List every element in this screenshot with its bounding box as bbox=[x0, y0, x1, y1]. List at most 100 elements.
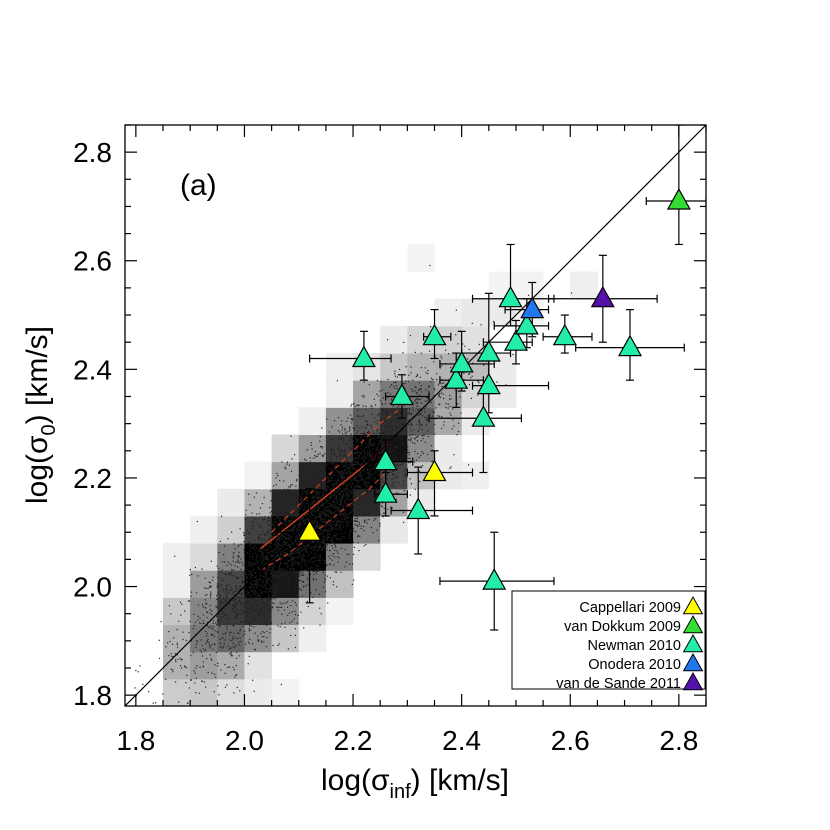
galaxy-dot bbox=[309, 541, 311, 543]
galaxy-dot bbox=[205, 630, 207, 632]
galaxy-dot bbox=[339, 501, 341, 503]
galaxy-dot bbox=[330, 504, 332, 507]
galaxy-dot bbox=[239, 596, 242, 598]
galaxy-dot bbox=[293, 494, 295, 496]
galaxy-dot bbox=[180, 659, 182, 661]
galaxy-dot bbox=[338, 520, 340, 522]
galaxy-dot bbox=[303, 574, 305, 576]
galaxy-dot bbox=[226, 594, 228, 596]
galaxy-dot bbox=[377, 435, 379, 437]
galaxy-dot bbox=[215, 676, 217, 678]
galaxy-dot bbox=[226, 622, 228, 624]
galaxy-dot bbox=[353, 502, 355, 504]
galaxy-dot bbox=[388, 419, 391, 421]
galaxy-dot bbox=[335, 517, 338, 519]
galaxy-dot bbox=[200, 639, 202, 641]
galaxy-dot bbox=[356, 490, 358, 492]
galaxy-dot bbox=[248, 608, 250, 610]
galaxy-dot bbox=[199, 666, 201, 668]
galaxy-dot bbox=[370, 425, 372, 427]
galaxy-dot bbox=[248, 532, 250, 535]
galaxy-dot bbox=[306, 493, 308, 496]
galaxy-dot bbox=[378, 432, 380, 434]
galaxy-dot bbox=[424, 411, 426, 413]
galaxy-dot bbox=[255, 583, 257, 586]
galaxy-dot bbox=[329, 511, 331, 513]
galaxy-dot bbox=[330, 449, 332, 452]
galaxy-dot bbox=[267, 520, 269, 522]
galaxy-dot bbox=[439, 403, 441, 405]
galaxy-dot bbox=[285, 534, 288, 536]
galaxy-dot bbox=[170, 613, 172, 615]
galaxy-dot bbox=[467, 373, 470, 375]
galaxy-dot bbox=[274, 597, 277, 599]
galaxy-dot bbox=[243, 549, 245, 551]
galaxy-dot bbox=[243, 532, 245, 534]
density-cell bbox=[407, 434, 436, 463]
galaxy-dot bbox=[422, 452, 425, 454]
galaxy-dot bbox=[338, 454, 341, 456]
galaxy-dot bbox=[305, 565, 308, 567]
axis-ticks bbox=[125, 124, 707, 706]
galaxy-dot bbox=[320, 469, 322, 472]
galaxy-dot bbox=[330, 497, 332, 500]
galaxy-dot bbox=[267, 530, 269, 533]
galaxy-dot bbox=[135, 669, 137, 672]
galaxy-dot bbox=[387, 411, 389, 413]
galaxy-dot bbox=[367, 481, 369, 483]
galaxy-dot bbox=[283, 511, 285, 513]
galaxy-dot bbox=[313, 560, 315, 563]
galaxy-dot bbox=[276, 590, 278, 592]
galaxy-dot bbox=[241, 602, 243, 604]
galaxy-dot bbox=[210, 585, 212, 587]
galaxy-dot bbox=[278, 539, 280, 542]
galaxy-dot bbox=[305, 459, 307, 462]
galaxy-dot bbox=[284, 510, 286, 512]
galaxy-dot bbox=[298, 542, 300, 544]
galaxy-dot bbox=[208, 644, 210, 646]
galaxy-dot bbox=[252, 574, 254, 576]
galaxy-dot bbox=[217, 685, 219, 687]
galaxy-dot bbox=[445, 349, 447, 351]
galaxy-dot bbox=[290, 518, 292, 520]
galaxy-dot bbox=[238, 655, 240, 657]
galaxy-dot bbox=[242, 610, 244, 612]
galaxy-dot bbox=[185, 682, 187, 684]
galaxy-dot bbox=[334, 544, 336, 547]
galaxy-dot bbox=[317, 526, 319, 528]
galaxy-dot bbox=[327, 530, 329, 532]
galaxy-dot bbox=[209, 582, 212, 584]
density-cell bbox=[407, 244, 436, 273]
galaxy-dot bbox=[215, 622, 217, 624]
galaxy-dot bbox=[380, 439, 382, 441]
galaxy-dot bbox=[289, 555, 291, 558]
galaxy-dot bbox=[262, 601, 264, 603]
galaxy-dot bbox=[277, 545, 279, 547]
galaxy-dot bbox=[258, 606, 260, 608]
galaxy-dot bbox=[352, 418, 354, 420]
galaxy-dot bbox=[222, 597, 224, 599]
galaxy-dot bbox=[264, 569, 267, 572]
galaxy-dot bbox=[253, 547, 255, 549]
galaxy-dot bbox=[370, 443, 372, 446]
galaxy-dot bbox=[353, 461, 355, 464]
galaxy-dot bbox=[334, 487, 336, 489]
galaxy-dot bbox=[368, 477, 370, 479]
galaxy-dot bbox=[374, 466, 376, 468]
galaxy-dot bbox=[282, 550, 284, 552]
galaxy-dot bbox=[419, 428, 421, 430]
galaxy-dot bbox=[269, 578, 271, 581]
galaxy-dot bbox=[202, 606, 204, 608]
galaxy-dot bbox=[187, 702, 189, 704]
galaxy-dot bbox=[275, 514, 278, 517]
galaxy-dot bbox=[259, 533, 261, 536]
galaxy-dot bbox=[391, 399, 393, 401]
galaxy-dot bbox=[202, 661, 204, 663]
galaxy-dot bbox=[348, 563, 351, 565]
galaxy-dot bbox=[412, 407, 414, 409]
galaxy-dot bbox=[320, 497, 322, 500]
galaxy-dot bbox=[300, 486, 302, 489]
galaxy-dot bbox=[316, 475, 319, 477]
galaxy-dot bbox=[271, 554, 273, 557]
galaxy-dot bbox=[344, 448, 346, 450]
